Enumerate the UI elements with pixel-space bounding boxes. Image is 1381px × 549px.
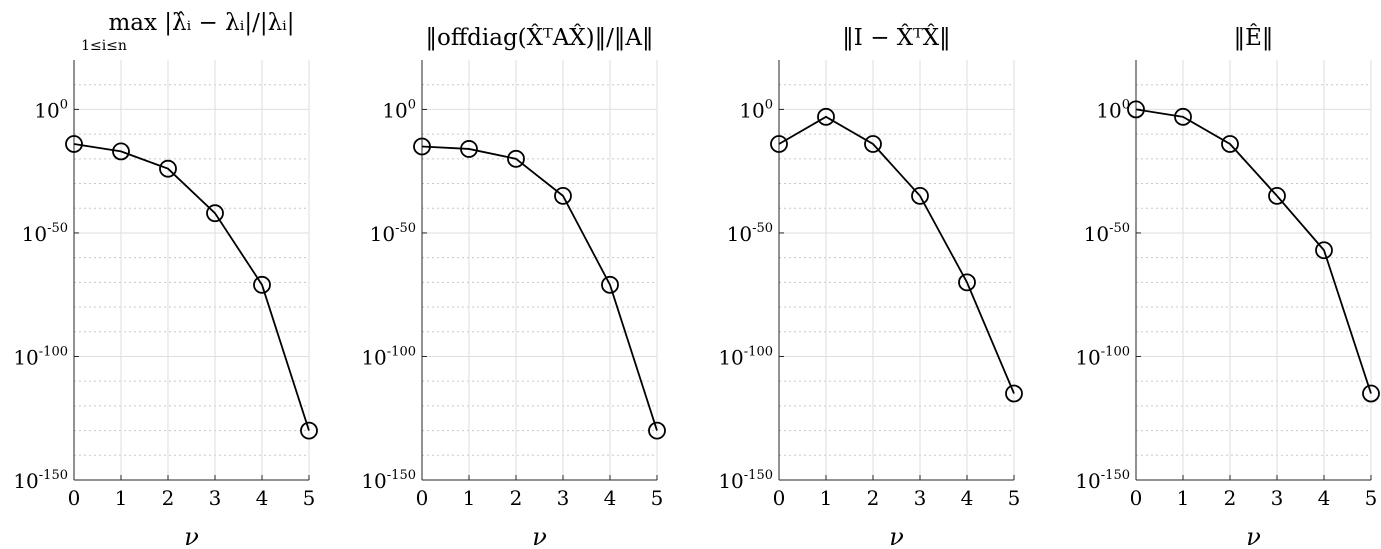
x-tick-label: 2 xyxy=(162,486,175,510)
y-tick-label: 10-50 xyxy=(370,221,416,246)
data-point xyxy=(864,135,882,153)
x-axis-label: ν xyxy=(184,523,199,549)
x-tick-label: 3 xyxy=(557,486,570,510)
data-point xyxy=(300,421,318,440)
chart-title-subscript: 1≤i≤n xyxy=(81,38,127,54)
chart-title: max |λ̂ᵢ − λᵢ|/|λᵢ| xyxy=(108,10,294,36)
x-axis-label: ν xyxy=(889,523,904,549)
x-tick-label: 4 xyxy=(256,486,269,510)
series-line xyxy=(778,115,1015,394)
y-tick-label: 10-50 xyxy=(1084,221,1130,246)
y-tick-label: 100 xyxy=(1096,97,1130,122)
x-tick-label: 0 xyxy=(1130,486,1143,510)
x-tick-label: 0 xyxy=(416,486,429,510)
x-tick-label: 4 xyxy=(1318,486,1331,510)
x-tick-label: 4 xyxy=(961,486,974,510)
data-point xyxy=(817,107,835,126)
x-tick-label: 0 xyxy=(68,486,81,510)
data-point xyxy=(554,186,572,205)
data-point xyxy=(65,135,83,153)
x-tick-label: 2 xyxy=(510,486,523,510)
y-tick-label: 10-150 xyxy=(13,468,68,493)
data-point xyxy=(159,159,177,178)
data-point xyxy=(1268,186,1286,205)
data-point xyxy=(206,204,224,223)
x-tick-label: 5 xyxy=(651,486,664,510)
x-tick-label: 4 xyxy=(604,486,617,510)
chart-title: ‖offdiag(X̂ᵀAX̂)‖/‖A‖ xyxy=(425,25,653,51)
y-tick-label: 10-150 xyxy=(361,468,416,493)
y-tick-label: 10-100 xyxy=(1075,344,1130,369)
x-tick-label: 5 xyxy=(303,486,316,510)
x-tick-label: 1 xyxy=(1177,486,1190,510)
x-tick-label: 2 xyxy=(1224,486,1237,510)
x-tick-label: 3 xyxy=(914,486,927,510)
x-tick-label: 1 xyxy=(463,486,476,510)
y-tick-label: 10-50 xyxy=(22,221,68,246)
x-axis-label: ν xyxy=(1246,523,1261,549)
y-tick-label: 10-150 xyxy=(718,468,773,493)
x-tick-label: 5 xyxy=(1365,486,1378,510)
x-tick-label: 1 xyxy=(820,486,833,510)
y-tick-label: 10-150 xyxy=(1075,468,1130,493)
y-tick-label: 10-100 xyxy=(13,344,68,369)
y-tick-label: 10-100 xyxy=(361,344,416,369)
data-point xyxy=(1127,100,1145,119)
y-tick-label: 10-50 xyxy=(727,221,773,246)
data-point xyxy=(460,140,478,158)
data-point xyxy=(1174,107,1192,126)
data-point xyxy=(413,137,431,156)
data-point xyxy=(1005,384,1023,403)
x-tick-label: 3 xyxy=(1271,486,1284,510)
data-point xyxy=(253,275,271,294)
y-tick-label: 100 xyxy=(382,97,416,122)
x-tick-label: 0 xyxy=(773,486,786,510)
y-tick-label: 100 xyxy=(739,97,773,122)
data-point xyxy=(601,275,619,294)
data-point xyxy=(1315,241,1333,260)
chart-title: ‖I − X̂ᵀX̂‖ xyxy=(842,25,950,51)
data-point xyxy=(958,273,976,292)
data-point xyxy=(911,186,929,205)
x-tick-label: 2 xyxy=(867,486,880,510)
x-tick-label: 5 xyxy=(1008,486,1021,510)
data-point xyxy=(507,149,525,168)
data-point xyxy=(770,135,788,153)
data-point xyxy=(1362,384,1380,403)
x-axis-label: ν xyxy=(532,523,547,549)
x-tick-label: 3 xyxy=(209,486,222,510)
y-tick-label: 10-100 xyxy=(718,344,773,369)
series-line xyxy=(73,143,310,431)
data-point xyxy=(1221,135,1239,153)
data-point xyxy=(112,142,130,161)
series-line xyxy=(1135,108,1372,394)
chart-title: ‖Ê‖ xyxy=(1234,24,1274,51)
y-tick-label: 100 xyxy=(34,97,68,122)
series-line xyxy=(421,145,658,431)
data-point xyxy=(648,421,666,440)
x-tick-label: 1 xyxy=(115,486,128,510)
